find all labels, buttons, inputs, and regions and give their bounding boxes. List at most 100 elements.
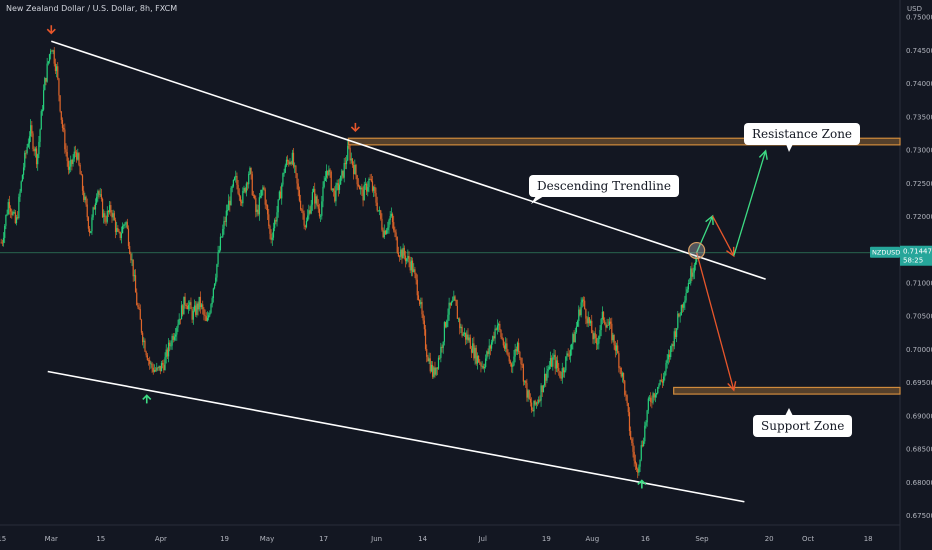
candle-body — [644, 425, 646, 442]
candle-body — [619, 367, 621, 369]
candle-body — [344, 163, 346, 165]
candle-body — [441, 346, 443, 348]
candle-body — [375, 193, 377, 203]
candle-body — [127, 228, 130, 246]
candle-body — [304, 225, 306, 228]
candle-body — [224, 221, 226, 222]
candle-body — [652, 393, 654, 403]
candle-body — [162, 363, 164, 365]
candle-body — [173, 336, 176, 340]
candle-body — [386, 230, 388, 235]
candle-body — [450, 301, 453, 306]
candle-body — [303, 213, 305, 226]
candle-body — [624, 380, 626, 395]
candle-body — [272, 228, 275, 238]
candle-body — [86, 204, 88, 218]
candle-body — [409, 261, 411, 271]
candle-body — [577, 321, 579, 327]
candle-body — [246, 183, 249, 185]
candle-body — [205, 316, 207, 321]
candle-body — [607, 325, 609, 326]
candle-body — [432, 364, 434, 377]
x-tick-label: 19 — [542, 535, 551, 543]
candle-body — [231, 186, 233, 188]
candle-body — [508, 355, 510, 362]
candle-body — [154, 369, 157, 371]
candle-body — [34, 148, 36, 152]
candle-body — [55, 66, 58, 72]
candle-body — [358, 186, 361, 190]
x-tick-label: Oct — [802, 535, 814, 543]
candle-body — [294, 165, 296, 167]
candle-body — [516, 342, 519, 352]
candle-body — [545, 373, 547, 381]
candle-body — [660, 379, 662, 382]
candle-body — [192, 310, 194, 320]
candle-body — [341, 170, 343, 176]
candle-body — [600, 319, 602, 331]
candle-body — [463, 332, 466, 335]
candle-body — [510, 363, 513, 367]
candle-body — [97, 191, 99, 197]
candle-body — [356, 175, 358, 185]
candle-body — [46, 63, 48, 82]
candle-body — [455, 299, 457, 306]
candle-body — [599, 330, 601, 337]
candle-body — [437, 357, 440, 369]
candle-body — [646, 410, 648, 423]
candle-body — [648, 397, 651, 399]
candle-body — [195, 305, 197, 315]
candle-body — [598, 336, 600, 344]
x-tick-label: 16 — [641, 535, 650, 543]
candle-body — [116, 228, 118, 233]
candle-body — [10, 208, 12, 212]
candle-body — [546, 371, 548, 381]
candle-body — [640, 445, 642, 460]
candle-body — [374, 187, 376, 194]
candle-body — [617, 345, 619, 354]
candle-body — [158, 365, 160, 368]
candle-body — [79, 164, 81, 175]
candle-body — [556, 360, 559, 369]
candle-body — [245, 183, 247, 193]
x-tick-label: Sep — [695, 535, 709, 543]
candle-body — [199, 296, 201, 308]
candle-body — [329, 169, 331, 172]
candle-body — [666, 359, 668, 364]
candle-body — [289, 162, 291, 165]
candle-body — [299, 200, 302, 210]
candle-body — [124, 223, 126, 225]
candle-body — [106, 210, 108, 222]
candle-body — [311, 192, 313, 205]
candle-body — [411, 260, 414, 273]
candle-body — [117, 228, 119, 232]
candle-body — [48, 54, 51, 62]
candle-body — [364, 183, 367, 185]
candle-body — [637, 468, 639, 473]
candle-body — [605, 323, 607, 328]
candle-body — [13, 212, 15, 214]
candle-body — [696, 257, 698, 262]
candle-body — [520, 358, 522, 365]
candle-body — [169, 342, 171, 346]
candle-body — [681, 304, 684, 308]
candle-body — [27, 143, 29, 147]
candle-body — [269, 225, 271, 234]
chart-title: New Zealand Dollar / U.S. Dollar, 8h, FX… — [6, 4, 178, 13]
candle-body — [296, 173, 298, 184]
candle-body — [72, 158, 74, 164]
candle-body — [20, 181, 22, 192]
candle-body — [12, 212, 14, 215]
candle-body — [584, 300, 586, 309]
candle-body — [278, 191, 280, 200]
candle-body — [59, 95, 61, 112]
candle-body — [242, 191, 244, 204]
candle-body — [416, 279, 418, 296]
candle-body — [608, 321, 611, 326]
candle-body — [503, 345, 506, 349]
candle-body — [541, 385, 543, 393]
candle-body — [126, 222, 128, 229]
